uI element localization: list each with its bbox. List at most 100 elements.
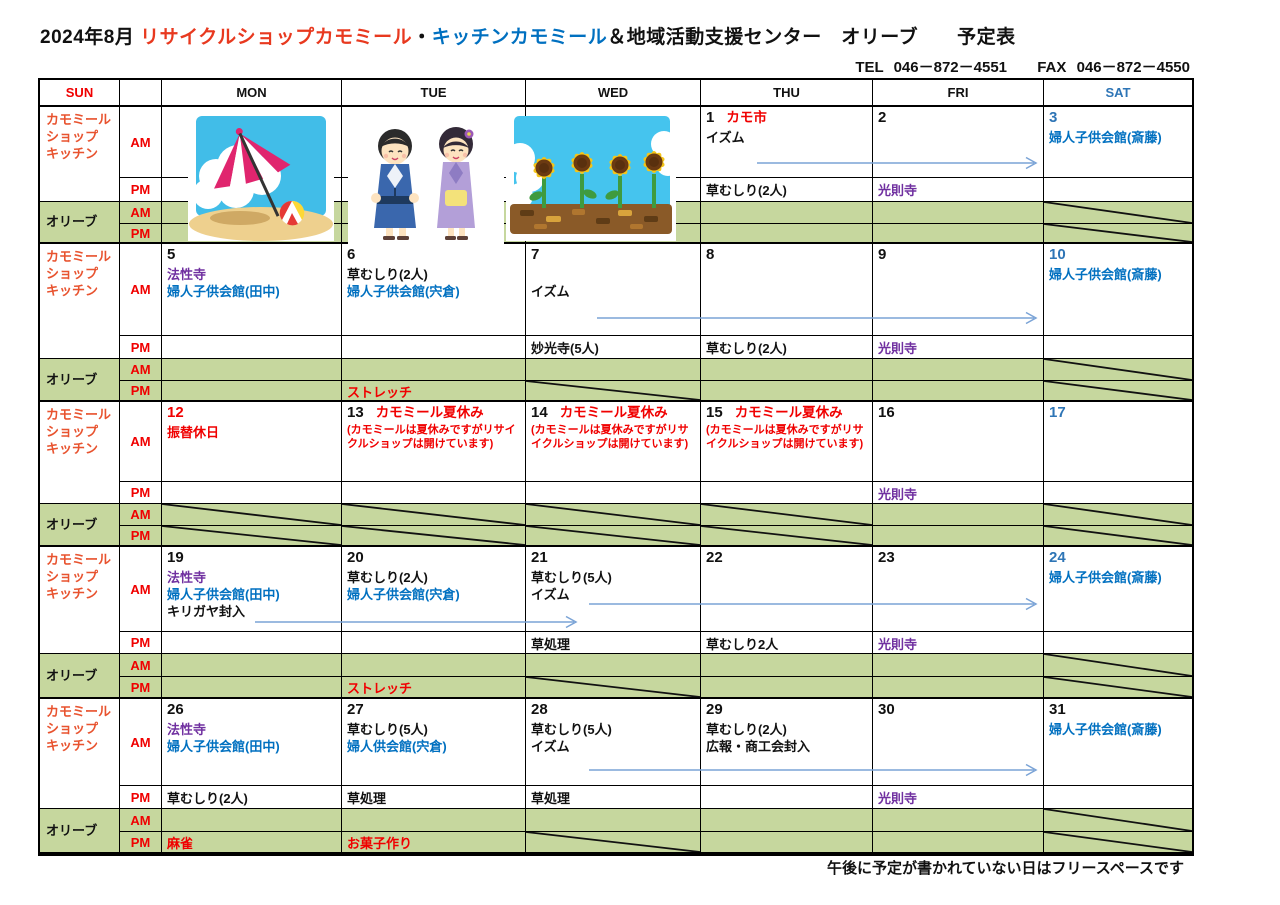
am-events: 法性寺 婦人子供会館(田中) [162,722,341,756]
day-5-am-cell: 5 法性寺 婦人子供会館(田中) [162,244,342,336]
strikethrough-diagonal [701,504,872,525]
row-label-chamomile: カモミール ショップ キッチン [40,244,120,359]
day-number-line: 16 [873,402,1043,421]
day-8-olive-am-cell [701,359,873,381]
day-19-olive-am-cell [162,654,342,677]
day-3-olive-pm-cell [1044,224,1192,244]
day-number-line: 3 [1044,107,1192,126]
event-line: 婦人子供会館(宍倉) [347,587,460,603]
day-29-am-cell: 29 草むしり(2人) 広報・商工会封入 [701,699,873,786]
pm-event: 草処理 [531,791,571,806]
day-number-line: 20 [342,547,525,566]
strikethrough-diagonal [526,504,700,525]
am-label: AM [120,699,162,786]
day-number-note: カモミール夏休み [734,405,843,420]
day-2-olive-pm-cell [873,224,1044,244]
tel-label: TEL [855,59,884,76]
holiday-note: (カモミールは夏休みですがリサイクルショップは開けています) [531,424,689,450]
day-5-pm-cell [162,336,342,359]
day-number-line: 9 [873,244,1043,263]
strikethrough-diagonal [526,381,700,400]
olive-pm-label: PM [120,381,162,402]
contact-info: TEL 046－872－4551 FAX 046－872－4550 [849,56,1190,77]
day-24-olive-am-cell [1044,654,1192,677]
am-events: 草むしり(5人) イズム [526,570,700,604]
am-events: イズム [701,130,872,147]
kids-in-yukata-illustration [348,114,504,247]
day-16-pm-cell: 光則寺 [873,482,1044,504]
am-events: 草むしり(2人) 婦人子供会館(宍倉) [342,570,525,604]
day-number: 24 [1049,549,1066,566]
strikethrough-diagonal [1044,504,1192,525]
day-12-am-cell: 12 振替休日 [162,402,342,482]
day-19-pm-cell [162,632,342,654]
fax-label: FAX [1037,59,1067,76]
day-number-line: 6 [342,244,525,263]
day-19-olive-pm-cell [162,677,342,699]
day-30-olive-pm-cell [873,832,1044,854]
day-28-olive-pm-cell [526,832,701,854]
olive-am-label: AM [120,809,162,832]
day-20-am-cell: 20 草むしり(2人) 婦人子供会館(宍倉) [342,547,526,632]
day-6-am-cell: 6 草むしり(2人) 婦人子供会館(宍倉) [342,244,526,336]
pm-event: 妙光寺(5人) [531,341,599,356]
day-26-olive-am-cell [162,809,342,832]
header-THU: THU [701,80,873,107]
chamomile-label-line: ショップ [46,266,99,282]
day-30-am-cell: 30 [873,699,1044,786]
page-title: 2024年8月 リサイクルショップカモミール・キッチンカモミール＆地域活動支援セ… [40,22,1016,49]
day-28-am-cell: 28 草むしり(5人) イズム [526,699,701,786]
day-number: 30 [878,701,895,718]
day-number: 14 [531,404,548,421]
day-6-olive-pm-cell: ストレッチ [342,381,526,402]
header-SUN: SUN [40,80,120,107]
day-number-line: 30 [873,699,1043,718]
day-23-olive-am-cell [873,654,1044,677]
am-events: 婦人子供会館(斎藤) [1044,130,1192,147]
event-line: 草むしり(5人) [347,722,428,738]
am-events: 草むしり(5人) イズム [526,722,700,756]
day-number: 17 [1049,404,1066,421]
chamomile-label-line: キッチン [46,586,99,602]
day-30-olive-am-cell [873,809,1044,832]
day-10-olive-am-cell [1044,359,1192,381]
day-29-olive-am-cell [701,809,873,832]
strikethrough-diagonal [1044,202,1192,223]
day-7-olive-am-cell [526,359,701,381]
day-number: 23 [878,549,895,566]
day-number: 10 [1049,246,1066,263]
day-14-am-cell: 14 カモミール夏休み (カモミールは夏休みですがリサイクルショップは開けています) [526,402,701,482]
day-number: 22 [706,549,723,566]
day-number: 21 [531,549,548,566]
day-number: 28 [531,701,548,718]
day-31-olive-am-cell [1044,809,1192,832]
day-24-am-cell: 24 婦人子供会館(斎藤) [1044,547,1192,632]
pm-event: 光則寺 [878,487,918,502]
day-6-pm-cell [342,336,526,359]
olive-pm-event: ストレッチ [347,681,413,696]
day-5-olive-am-cell [162,359,342,381]
strikethrough-diagonal [1044,677,1192,697]
day-number: 29 [706,701,723,718]
chamomile-label-line: カモミール [46,249,112,264]
day-number: 6 [347,246,356,263]
day-27-olive-am-cell [342,809,526,832]
pm-event: 光則寺 [878,791,918,806]
event-line: イズム [531,587,570,603]
strikethrough-diagonal [526,677,700,697]
pm-event: 光則寺 [878,341,918,356]
am-events: 婦人子供会館(斎藤) [1044,267,1192,284]
day-number-line: 12 [162,402,341,421]
pm-label: PM [120,482,162,504]
event-line: 法性寺 [167,722,207,738]
title-month: 2024年8月 [40,27,135,48]
holiday-note: (カモミールは夏休みですがリサイクルショップは開けています) [347,424,516,450]
day-12-pm-cell [162,482,342,504]
event-line: 法性寺 [167,267,207,283]
day-31-am-cell: 31 婦人子供会館(斎藤) [1044,699,1192,786]
day-13-olive-pm-cell [342,526,526,547]
footer-note: 午後に予定が書かれていない日はフリースペースです [826,860,1184,877]
day-17-olive-am-cell [1044,504,1192,526]
day-number-line: 27 [342,699,525,718]
